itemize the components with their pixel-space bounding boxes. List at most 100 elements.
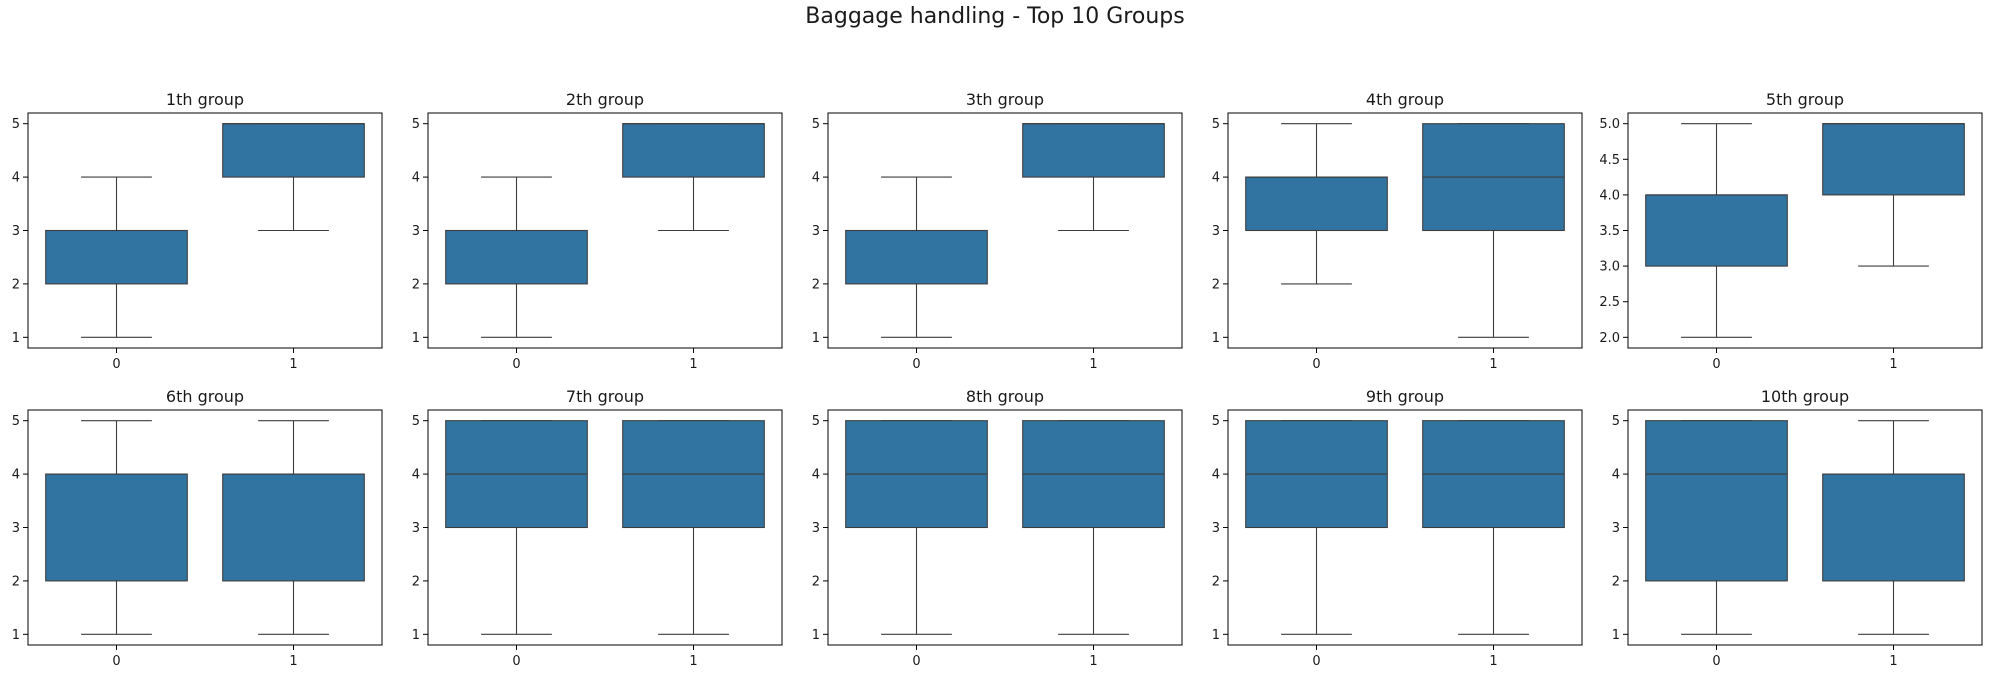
box-0 bbox=[1245, 123, 1388, 285]
x-tick-label: 0 bbox=[112, 357, 120, 372]
y-tick-label: 3.0 bbox=[1599, 260, 1620, 275]
subplot-title: 1th group bbox=[166, 90, 244, 109]
y-tick-label: 5 bbox=[812, 414, 820, 429]
y-tick-label: 4 bbox=[1212, 468, 1220, 483]
iqr-box bbox=[1022, 123, 1165, 178]
y-tick-label: 1 bbox=[1212, 331, 1220, 346]
iqr-box bbox=[222, 123, 365, 178]
x-tick-label: 0 bbox=[512, 654, 520, 669]
subplot-4: 4th group 1 2 3 4 5 0 1 bbox=[1212, 90, 1583, 372]
box-1 bbox=[222, 123, 365, 232]
y-tick-label: 1 bbox=[812, 331, 820, 346]
y-tick-label: 5 bbox=[812, 117, 820, 132]
x-tick-label: 1 bbox=[289, 357, 297, 372]
y-tick-label: 3 bbox=[412, 521, 420, 536]
y-tick-label: 2 bbox=[12, 277, 20, 292]
y-tick-label: 5 bbox=[1612, 414, 1620, 429]
y-tick-label: 2 bbox=[412, 574, 420, 589]
y-tick-label: 1 bbox=[1612, 628, 1620, 643]
y-tick-label: 3 bbox=[12, 521, 20, 536]
y-tick-label: 4.0 bbox=[1599, 188, 1620, 203]
x-tick-label: 1 bbox=[1089, 357, 1097, 372]
subplot-title: 5th group bbox=[1766, 90, 1844, 109]
y-tick-label: 3.5 bbox=[1599, 224, 1620, 239]
y-tick-label: 4 bbox=[412, 171, 420, 186]
iqr-box bbox=[622, 123, 765, 178]
iqr-box bbox=[222, 473, 365, 582]
iqr-box bbox=[445, 229, 588, 285]
box-0 bbox=[1245, 420, 1388, 635]
subplot-title: 4th group bbox=[1366, 90, 1444, 109]
x-tick-label: 0 bbox=[1712, 654, 1720, 669]
y-tick-label: 4 bbox=[1612, 468, 1620, 483]
y-tick-label: 4 bbox=[1212, 171, 1220, 186]
y-tick-label: 4 bbox=[812, 468, 820, 483]
box-1 bbox=[1822, 123, 1965, 267]
x-tick-label: 1 bbox=[689, 654, 697, 669]
iqr-box bbox=[845, 229, 988, 285]
iqr-box bbox=[1822, 123, 1965, 196]
box-1 bbox=[1422, 420, 1565, 635]
y-tick-label: 5 bbox=[1212, 414, 1220, 429]
y-tick-label: 2 bbox=[412, 277, 420, 292]
x-tick-label: 0 bbox=[112, 654, 120, 669]
iqr-box bbox=[1245, 176, 1388, 232]
y-tick-label: 2.5 bbox=[1599, 295, 1620, 310]
x-tick-label: 0 bbox=[1312, 357, 1320, 372]
y-tick-label: 1 bbox=[12, 331, 20, 346]
y-tick-label: 4 bbox=[812, 171, 820, 186]
box-1 bbox=[622, 420, 765, 635]
x-tick-label: 0 bbox=[512, 357, 520, 372]
subplot-title: 2th group bbox=[566, 90, 644, 109]
subplot-title: 6th group bbox=[166, 387, 244, 406]
x-tick-label: 0 bbox=[912, 357, 920, 372]
subplot-3: 3th group 1 2 3 4 5 0 1 bbox=[812, 90, 1183, 372]
x-tick-label: 1 bbox=[289, 654, 297, 669]
box-0 bbox=[45, 176, 188, 338]
subplot-title: 9th group bbox=[1366, 387, 1444, 406]
x-tick-label: 0 bbox=[1712, 357, 1720, 372]
y-tick-label: 2 bbox=[812, 574, 820, 589]
subplot-7: 7th group 1 2 3 4 5 0 1 bbox=[412, 387, 783, 669]
iqr-box bbox=[1645, 420, 1788, 582]
x-tick-label: 1 bbox=[1489, 654, 1497, 669]
subplot-title: 3th group bbox=[966, 90, 1044, 109]
y-tick-label: 4.5 bbox=[1599, 153, 1620, 168]
y-tick-label: 1 bbox=[412, 331, 420, 346]
y-tick-label: 4 bbox=[412, 468, 420, 483]
iqr-box bbox=[1822, 473, 1965, 582]
subplot-5: 5th group 2.0 2.5 3.0 3.5 4.0 4.5 5.0 0 1 bbox=[1599, 90, 1983, 372]
x-tick-label: 1 bbox=[689, 357, 697, 372]
y-tick-label: 3 bbox=[1212, 521, 1220, 536]
subplot-9: 9th group 1 2 3 4 5 0 1 bbox=[1212, 387, 1583, 669]
x-tick-label: 1 bbox=[1889, 357, 1897, 372]
y-tick-label: 3 bbox=[1612, 521, 1620, 536]
box-0 bbox=[445, 420, 588, 635]
box-0 bbox=[845, 176, 988, 338]
subplot-8: 8th group 1 2 3 4 5 0 1 bbox=[812, 387, 1183, 669]
subplot-title: 7th group bbox=[566, 387, 644, 406]
iqr-box bbox=[45, 473, 188, 582]
box-1 bbox=[622, 123, 765, 232]
x-tick-label: 1 bbox=[1089, 654, 1097, 669]
x-tick-label: 1 bbox=[1889, 654, 1897, 669]
box-0 bbox=[845, 420, 988, 635]
subplot-1: 1th group 1 2 3 4 5 0 1 bbox=[12, 90, 383, 372]
x-tick-label: 0 bbox=[912, 654, 920, 669]
y-tick-label: 1 bbox=[812, 628, 820, 643]
subplot-2: 2th group 1 2 3 4 5 0 1 bbox=[412, 90, 783, 372]
y-tick-label: 1 bbox=[412, 628, 420, 643]
x-tick-label: 0 bbox=[1312, 654, 1320, 669]
y-tick-label: 3 bbox=[812, 224, 820, 239]
y-tick-label: 5 bbox=[412, 117, 420, 132]
y-tick-label: 3 bbox=[412, 224, 420, 239]
figure-title: Baggage handling - Top 10 Groups bbox=[805, 4, 1185, 29]
box-1 bbox=[222, 420, 365, 635]
box-1 bbox=[1822, 420, 1965, 635]
y-tick-label: 2 bbox=[1612, 574, 1620, 589]
subplot-6: 6th group 1 2 3 4 5 0 1 bbox=[12, 387, 383, 669]
iqr-box bbox=[1645, 194, 1788, 267]
y-tick-label: 5 bbox=[12, 414, 20, 429]
y-tick-label: 2 bbox=[12, 574, 20, 589]
